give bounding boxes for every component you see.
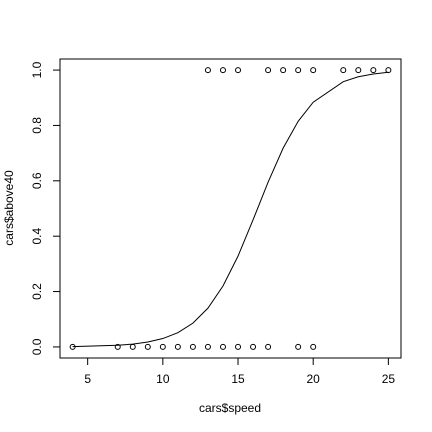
y-axis-title: cars$above40	[2, 170, 16, 246]
data-point	[174, 343, 181, 350]
x-tick-label: 5	[84, 372, 91, 386]
data-point	[144, 343, 151, 350]
data-point	[114, 343, 121, 350]
data-point	[129, 343, 136, 350]
x-tick-label: 10	[156, 372, 170, 386]
data-point	[204, 67, 211, 74]
y-tick-label: 1.0	[30, 61, 44, 78]
data-point	[385, 67, 392, 74]
data-point	[265, 343, 272, 350]
data-point	[189, 343, 196, 350]
x-tick-label: 15	[231, 372, 245, 386]
data-point	[295, 67, 302, 74]
x-axis-title: cars$speed	[199, 401, 261, 415]
data-point	[310, 67, 317, 74]
data-point	[235, 67, 242, 74]
data-point	[204, 343, 211, 350]
data-point	[370, 67, 377, 74]
data-point	[69, 343, 76, 350]
data-point	[219, 343, 226, 350]
x-tick-label: 25	[382, 372, 396, 386]
x-tick-label: 20	[307, 372, 321, 386]
data-point	[235, 343, 242, 350]
data-point	[340, 67, 347, 74]
data-point	[250, 343, 257, 350]
data-point	[355, 67, 362, 74]
y-tick-label: 0.4	[30, 228, 44, 245]
y-tick-label: 0.0	[30, 338, 44, 355]
data-point	[219, 67, 226, 74]
data-point	[295, 343, 302, 350]
plot-frame	[59, 58, 402, 359]
y-tick-label: 0.8	[30, 117, 44, 134]
data-point	[280, 67, 287, 74]
data-point	[310, 343, 317, 350]
data-point	[159, 343, 166, 350]
y-tick-label: 0.6	[30, 172, 44, 189]
y-tick-label: 0.2	[30, 283, 44, 300]
data-point	[265, 67, 272, 74]
fitted-curve	[72, 71, 389, 348]
